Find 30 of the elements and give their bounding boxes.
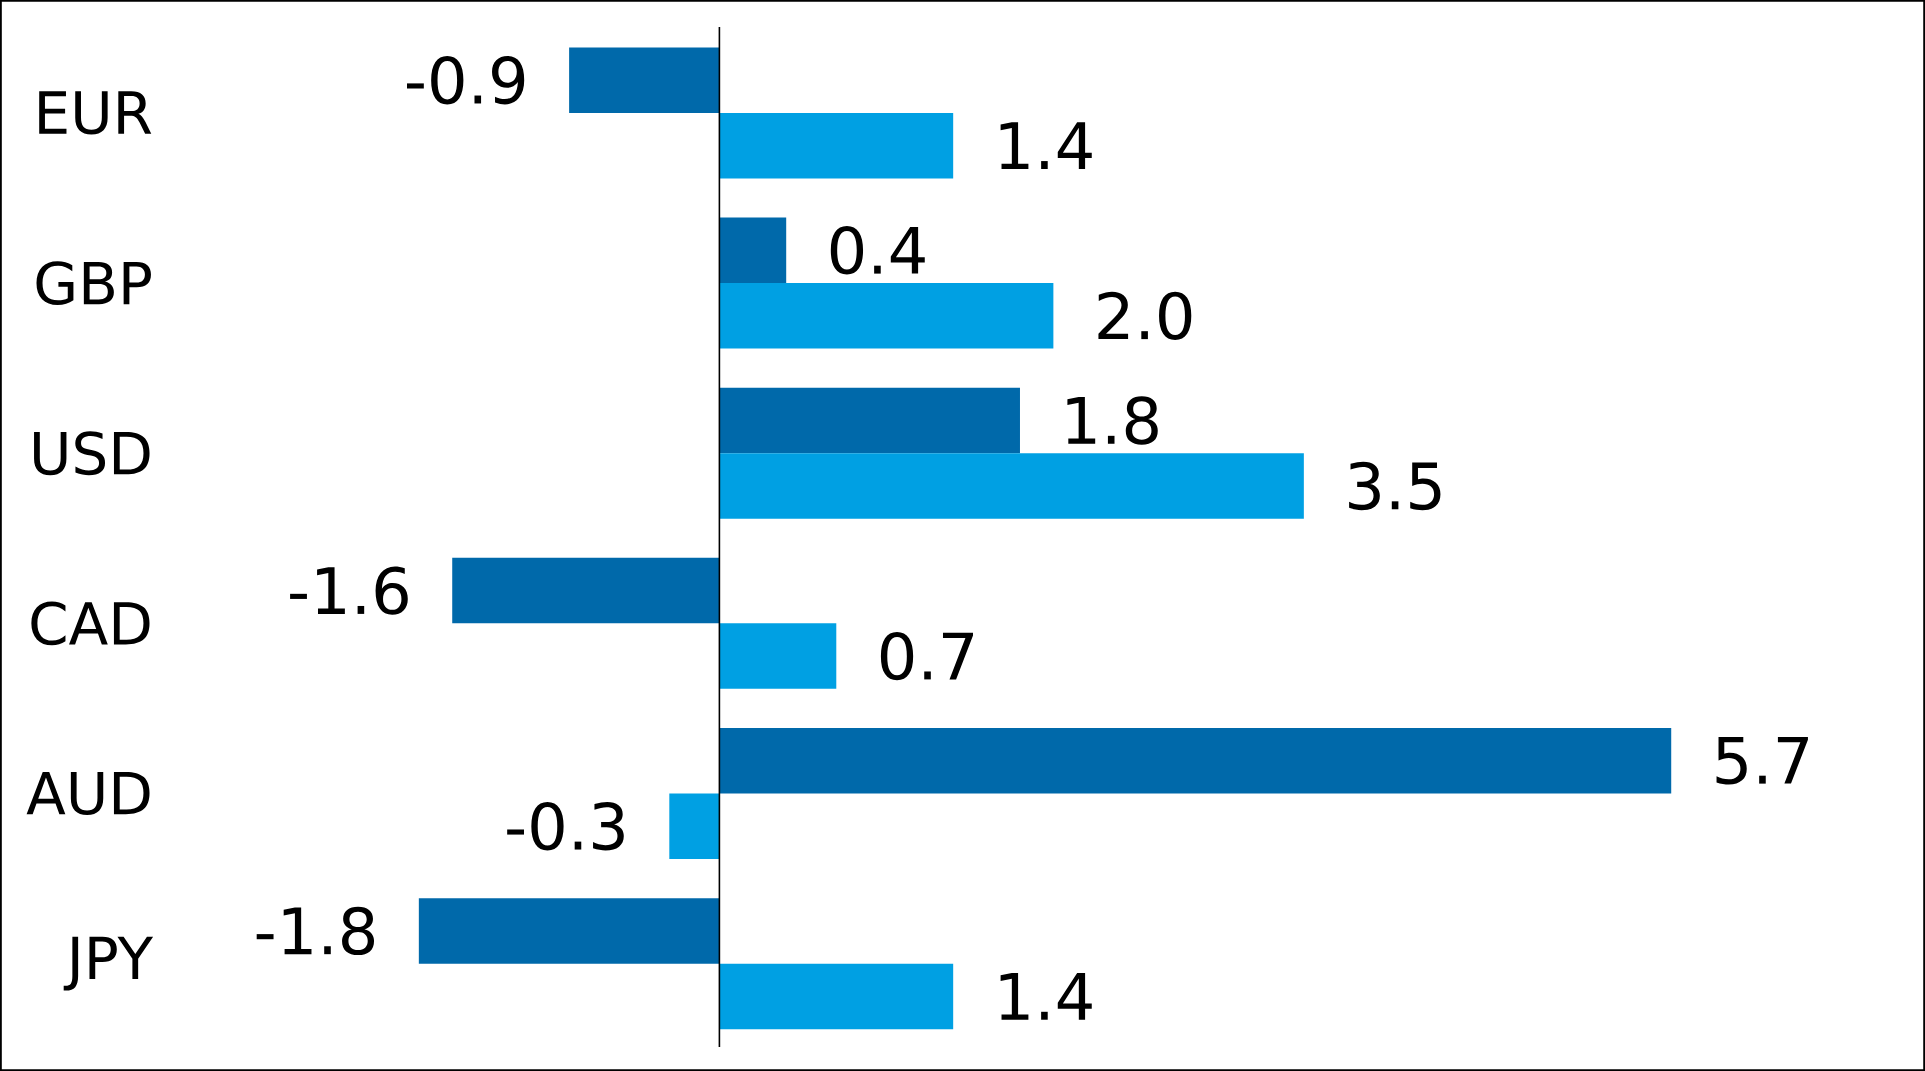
- bar: [719, 963, 954, 1030]
- bar: [669, 793, 720, 860]
- data-label: 2.0: [1098, 291, 1192, 341]
- bar: [719, 112, 954, 179]
- data-label: -0.3: [507, 802, 624, 851]
- data-label: -0.9: [406, 55, 525, 105]
- bar: [418, 898, 720, 964]
- bar: [719, 727, 1672, 794]
- y-tick-label: JPY: [63, 936, 154, 991]
- bar: [719, 387, 1020, 454]
- y-tick-label: CAD: [31, 601, 150, 646]
- data-label: 5.7: [1716, 736, 1808, 785]
- bar: [452, 557, 720, 624]
- data-label: 0.7: [880, 631, 974, 681]
- y-tick-label: GBP: [36, 261, 151, 305]
- y-tick-label: USD: [34, 431, 150, 476]
- data-label: -1.6: [290, 566, 408, 615]
- data-label: 1.8: [1067, 396, 1158, 445]
- bar: [719, 283, 1054, 349]
- bar: [719, 623, 837, 689]
- y-tick-label: EUR: [39, 91, 152, 135]
- bar: [719, 217, 787, 284]
- y-tick-label: AUD: [26, 771, 150, 816]
- data-label: 0.4: [830, 226, 925, 275]
- bar: [569, 47, 720, 113]
- data-label: -1.8: [256, 906, 375, 956]
- data-label: 3.5: [1349, 461, 1441, 511]
- bar: [719, 453, 1304, 519]
- data-label: 1.4: [1000, 122, 1092, 170]
- data-label: 1.4: [1000, 973, 1092, 1020]
